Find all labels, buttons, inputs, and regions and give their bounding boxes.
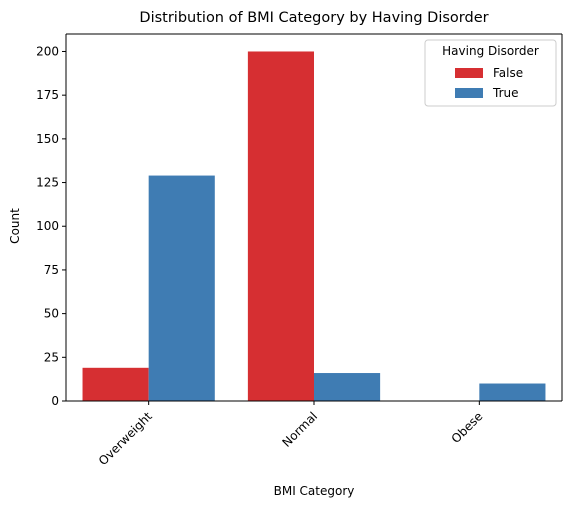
bar-obese-true bbox=[479, 383, 546, 401]
x-axis-label: BMI Category bbox=[274, 484, 355, 498]
legend-swatch-true bbox=[455, 88, 483, 98]
y-tick-label: 175 bbox=[36, 88, 59, 102]
legend: Having Disorder False True bbox=[424, 39, 557, 107]
chart-title: Distribution of BMI Category by Having D… bbox=[139, 10, 488, 26]
legend-label-true: True bbox=[492, 86, 519, 100]
legend-label-false: False bbox=[493, 66, 523, 80]
bar-normal-true bbox=[314, 373, 381, 401]
y-tick-label: 150 bbox=[36, 132, 59, 146]
bar-overweight-false bbox=[82, 367, 149, 401]
y-tick-label: 25 bbox=[44, 350, 59, 364]
bar-normal-false bbox=[247, 51, 314, 401]
legend-swatch-false bbox=[455, 68, 483, 78]
x-tick-label-obese: Obese bbox=[449, 409, 486, 446]
x-axis-ticks: Overweight Normal Obese bbox=[96, 401, 486, 468]
y-tick-label: 100 bbox=[36, 219, 59, 233]
x-tick-label-overweight: Overweight bbox=[96, 409, 155, 468]
y-tick-label: 125 bbox=[36, 176, 59, 190]
legend-title: Having Disorder bbox=[442, 44, 539, 58]
y-axis-ticks: 0 25 50 75 100 125 150 175 200 bbox=[36, 44, 66, 408]
y-tick-label: 50 bbox=[44, 307, 59, 321]
bar-overweight-true bbox=[148, 175, 215, 401]
y-axis-label: Count bbox=[8, 208, 22, 244]
y-tick-label: 0 bbox=[51, 394, 59, 408]
y-tick-label: 75 bbox=[44, 263, 59, 277]
y-tick-label: 200 bbox=[36, 44, 59, 58]
x-tick-label-normal: Normal bbox=[280, 409, 321, 450]
